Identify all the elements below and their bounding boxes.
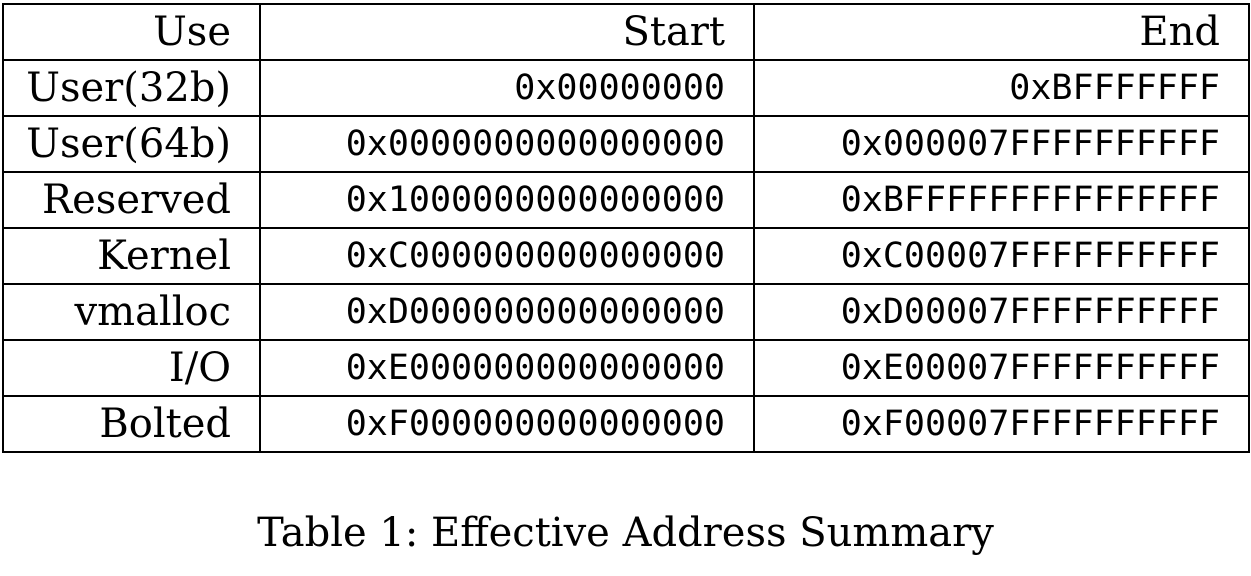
use-cell: Kernel xyxy=(2,227,261,285)
table-row: Reserved 0x1000000000000000 0xBFFFFFFFFF… xyxy=(2,171,1250,229)
start-address-cell: 0x1000000000000000 xyxy=(259,171,755,229)
table-row: User(64b) 0x0000000000000000 0x000007FFF… xyxy=(2,115,1250,173)
address-table-container: Use Start End User(32b) 0x00000000 0xBFF… xyxy=(2,3,1250,453)
use-cell: User(64b) xyxy=(2,115,261,173)
table-row: User(32b) 0x00000000 0xBFFFFFFF xyxy=(2,59,1250,117)
end-address-cell: 0xBFFFFFFF xyxy=(753,59,1250,117)
use-cell: Reserved xyxy=(2,171,261,229)
table-header-row: Use Start End xyxy=(2,3,1250,61)
header-start: Start xyxy=(259,3,755,61)
use-cell: Bolted xyxy=(2,395,261,453)
header-end: End xyxy=(753,3,1250,61)
end-address-cell: 0xC00007FFFFFFFFFF xyxy=(753,227,1250,285)
table-row: Kernel 0xC000000000000000 0xC00007FFFFFF… xyxy=(2,227,1250,285)
header-use: Use xyxy=(2,3,261,61)
table-row: I/O 0xE000000000000000 0xE00007FFFFFFFFF… xyxy=(2,339,1250,397)
table-caption: Table 1: Effective Address Summary xyxy=(257,510,994,556)
end-address-cell: 0xD00007FFFFFFFFFF xyxy=(753,283,1250,341)
start-address-cell: 0xE000000000000000 xyxy=(259,339,755,397)
table-row: Bolted 0xF000000000000000 0xF00007FFFFFF… xyxy=(2,395,1250,453)
start-address-cell: 0xC000000000000000 xyxy=(259,227,755,285)
end-address-cell: 0xBFFFFFFFFFFFFFFF xyxy=(753,171,1250,229)
effective-address-table: Use Start End User(32b) 0x00000000 0xBFF… xyxy=(2,3,1250,453)
start-address-cell: 0x0000000000000000 xyxy=(259,115,755,173)
end-address-cell: 0xE00007FFFFFFFFFF xyxy=(753,339,1250,397)
start-address-cell: 0x00000000 xyxy=(259,59,755,117)
use-cell: vmalloc xyxy=(2,283,261,341)
use-cell: User(32b) xyxy=(2,59,261,117)
table-row: vmalloc 0xD000000000000000 0xD00007FFFFF… xyxy=(2,283,1250,341)
end-address-cell: 0xF00007FFFFFFFFFF xyxy=(753,395,1250,453)
start-address-cell: 0xD000000000000000 xyxy=(259,283,755,341)
use-cell: I/O xyxy=(2,339,261,397)
start-address-cell: 0xF000000000000000 xyxy=(259,395,755,453)
end-address-cell: 0x000007FFFFFFFFFF xyxy=(753,115,1250,173)
